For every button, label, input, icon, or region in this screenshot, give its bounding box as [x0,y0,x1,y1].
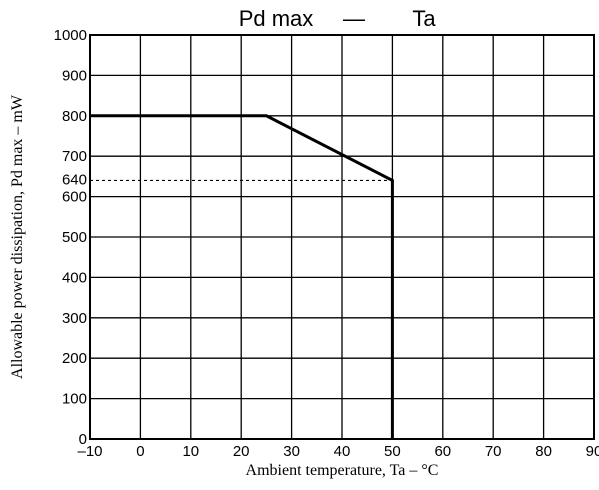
y-tick-label: 400 [62,269,87,286]
y-tick-label: 300 [62,310,87,327]
x-tick-label: 90 [586,443,599,460]
y-tick-label: 1000 [54,27,87,44]
y-tick-label: 600 [62,189,87,206]
plot-frame [89,34,595,440]
x-tick-label: 70 [485,443,502,460]
x-tick-label: 20 [233,443,250,460]
x-tick-label: 10 [182,443,199,460]
x-tick-label: 0 [136,443,144,460]
y-tick-label: 0 [79,431,87,448]
y-tick-label: 800 [62,108,87,125]
y-tick-label: 700 [62,148,87,165]
x-tick-label: 50 [384,443,401,460]
x-axis-label: Ambient temperature, Ta – °C [246,462,439,479]
y-tick-label: 200 [62,350,87,367]
y-tick-label: 100 [62,391,87,408]
y-tick-label: 640 [62,171,87,188]
x-tick-label: 60 [434,443,451,460]
x-tick-label: 30 [283,443,300,460]
x-tick-labels: –10 0 10 20 30 40 50 60 70 80 90 [77,443,599,460]
series [90,114,394,439]
series-line [90,114,394,439]
y-tick-label: 500 [62,229,87,246]
grid [90,35,594,439]
chart-title-right: Ta [412,6,436,31]
chart-title-left: Pd max [239,6,314,31]
x-tick-label: 80 [535,443,552,460]
x-tick-label: 40 [334,443,351,460]
y-tick-label: 900 [62,67,87,84]
y-axis-label: Allowable power dissipation, Pd max – mW [9,94,26,379]
y-tick-labels: 0 100 200 300 400 500 600 700 800 900 1000 640 [54,27,87,448]
chart-title-separator: — [343,6,365,31]
x-tick-label: –10 [77,443,102,460]
